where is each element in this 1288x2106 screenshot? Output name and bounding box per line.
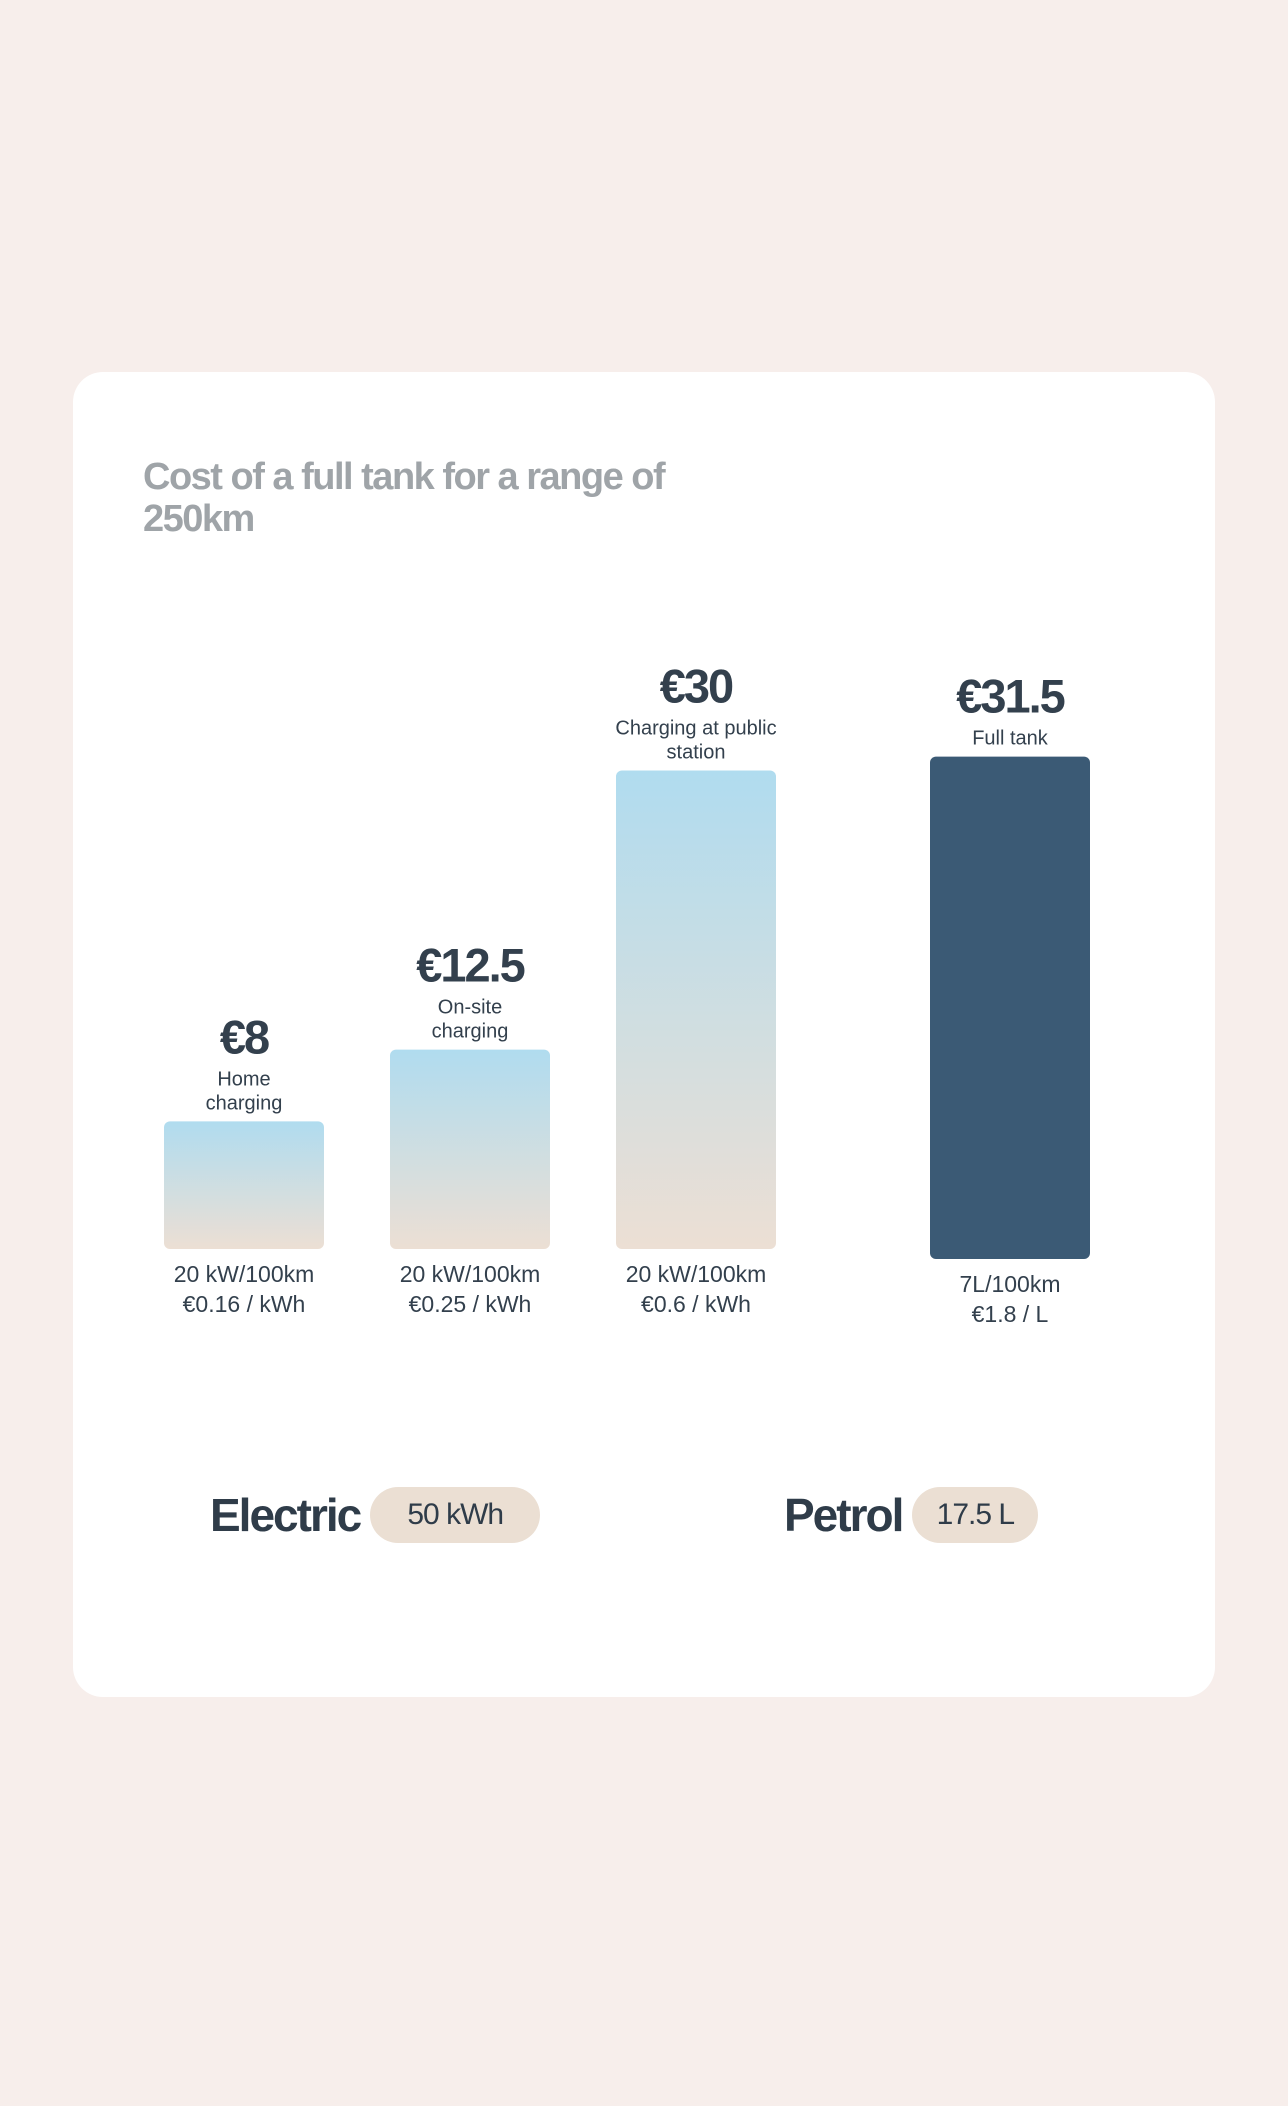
category-label: Home <box>217 1068 270 1090</box>
bar-1 <box>164 1121 324 1249</box>
spec-label: €0.6 / kWh <box>641 1291 751 1317</box>
bar-2 <box>390 1049 550 1249</box>
petrol-group-name: Petrol <box>784 1489 904 1541</box>
category-label: charging <box>206 1092 283 1114</box>
value-label: €30 <box>660 660 733 713</box>
petrol-capacity-badge: 17.5 L <box>912 1487 1039 1543</box>
electric-group: Electric 50 kWh <box>210 1487 541 1543</box>
spec-label: 20 kW/100km <box>174 1261 315 1287</box>
bar-3 <box>616 770 776 1249</box>
spec-label: 20 kW/100km <box>626 1261 767 1287</box>
spec-label: €0.16 / kWh <box>183 1291 306 1317</box>
value-label: €31.5 <box>956 670 1064 723</box>
spec-label: €0.25 / kWh <box>409 1291 532 1317</box>
spec-label: €1.8 / L <box>972 1301 1049 1327</box>
bar-4 <box>930 756 1090 1259</box>
category-label: Full tank <box>972 728 1049 750</box>
value-label: €12.5 <box>416 939 524 992</box>
spec-label: 20 kW/100km <box>400 1261 541 1287</box>
category-label: station <box>667 742 726 764</box>
electric-capacity-badge: 50 kWh <box>370 1487 541 1543</box>
category-label: charging <box>432 1021 509 1043</box>
category-label: Charging at public <box>615 718 776 740</box>
value-label: €8 <box>220 1010 269 1063</box>
spec-label: 7L/100km <box>959 1271 1060 1297</box>
chart-card: Cost of a full tank for a range of 250km… <box>73 372 1215 1697</box>
petrol-group: Petrol 17.5 L <box>784 1487 1039 1543</box>
category-label: On-site <box>438 997 502 1019</box>
electric-group-name: Electric <box>210 1489 362 1541</box>
chart-title: Cost of a full tank for a range of 250km <box>143 456 666 540</box>
